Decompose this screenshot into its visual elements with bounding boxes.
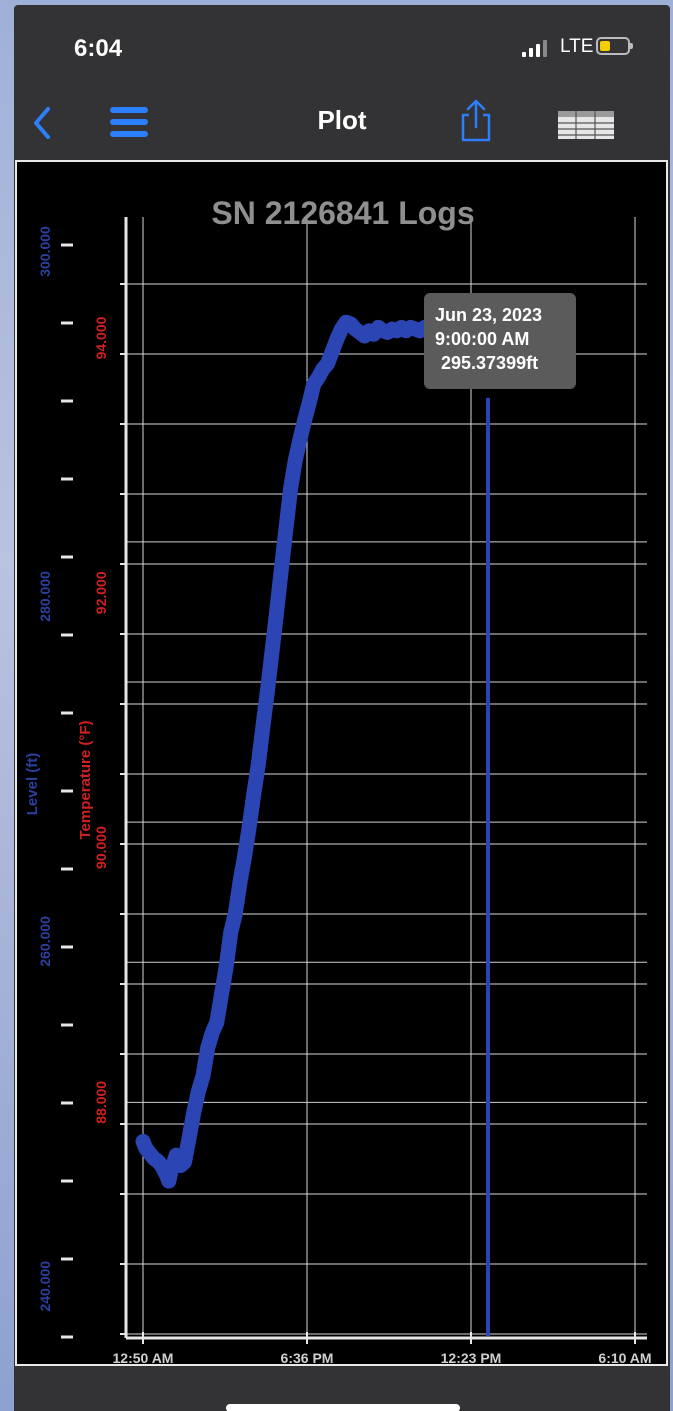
x-tick-label: 6:36 PM	[281, 1350, 334, 1364]
tooltip-time: 9:00:00 AM	[435, 329, 529, 349]
temperature-tick-label: 94.000	[93, 316, 109, 359]
navigation-bar: Plot	[14, 85, 670, 159]
level-tick-label: 280.000	[37, 571, 53, 622]
temperature-tick-label: 90.000	[93, 826, 109, 869]
network-type: LTE	[560, 36, 594, 57]
x-tick-label: 12:23 PM	[441, 1350, 502, 1364]
phone-screen: 6:04 LTE Plot	[14, 5, 670, 1411]
tooltip-value: 295.37399ft	[441, 353, 538, 373]
chevron-left-icon[interactable]	[28, 103, 58, 143]
level-tick-label: 300.000	[37, 226, 53, 277]
page-title: Plot	[317, 105, 367, 135]
temperature-tick-label: 92.000	[93, 571, 109, 614]
bottom-bar	[14, 1366, 670, 1411]
status-time: 6:04	[74, 35, 123, 62]
chart-title: SN 2126841 Logs	[211, 195, 474, 231]
level-tick-label: 240.000	[37, 1261, 53, 1312]
level-series-line	[135, 314, 454, 1189]
x-tick-label: 12:50 AM	[113, 1350, 174, 1364]
chart-tooltip: Jun 23, 2023 9:00:00 AM 295.37399ft	[424, 293, 576, 389]
chart-series	[135, 314, 454, 1189]
status-bar: 6:04 LTE	[14, 5, 670, 85]
chart-axes: 12:50 AM 6:36 PM 12:23 PM 6:10 AM 240.000 260…	[24, 217, 652, 1364]
hamburger-menu-icon[interactable]	[110, 107, 148, 137]
line-chart[interactable]: 12:50 AM 6:36 PM 12:23 PM 6:10 AM 240.000 260…	[17, 162, 666, 1364]
x-tick-label: 6:10 AM	[598, 1350, 651, 1364]
level-tick-label: 260.000	[37, 916, 53, 967]
temperature-tick-label: 88.000	[93, 1081, 109, 1124]
home-indicator[interactable]	[226, 1404, 460, 1411]
level-axis-label: Level (ft)	[24, 753, 41, 816]
tooltip-date: Jun 23, 2023	[435, 305, 542, 325]
table-view-icon[interactable]	[558, 111, 614, 139]
temperature-axis-label: Temperature (°F)	[77, 720, 94, 839]
plot-area[interactable]: 12:50 AM 6:36 PM 12:23 PM 6:10 AM 240.000 260…	[15, 160, 668, 1366]
share-icon[interactable]	[458, 99, 494, 143]
signal-icon	[522, 39, 547, 57]
battery-icon	[596, 37, 633, 55]
tooltip-box	[424, 293, 576, 389]
